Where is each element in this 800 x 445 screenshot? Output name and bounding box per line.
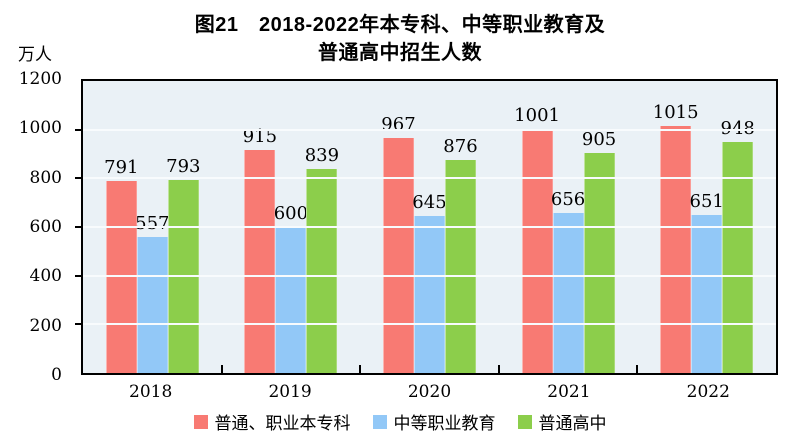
x-axis-tick-1	[220, 365, 223, 373]
bar-value-label: 1001	[514, 105, 560, 127]
y-tick-label-800: 800	[29, 167, 62, 188]
bar-普通高中-2020: 876	[443, 136, 478, 373]
y-axis-tick-1000	[75, 128, 83, 131]
bar-普通、职业本专科-2022: 1015	[653, 102, 699, 373]
bar-value-label: 645	[412, 192, 447, 214]
chart-title-line2: 普通高中招生人数	[318, 42, 482, 64]
x-axis-tick-4	[636, 365, 639, 373]
x-axis-tick-2	[359, 365, 362, 373]
y-tick-label-1200: 1200	[18, 69, 62, 89]
legend-swatch-green	[517, 414, 532, 429]
gridline-600	[83, 226, 776, 228]
bar-value-label: 876	[443, 135, 478, 157]
x-axis-tick-3	[497, 365, 500, 373]
bar-value-label: 1015	[652, 102, 699, 124]
bar-普通、职业本专科-2020: 967	[381, 114, 416, 373]
bar-value-label: 557	[135, 213, 170, 235]
bar-value-label: 600	[273, 203, 309, 224]
gridline-200	[83, 323, 776, 326]
y-axis-tick-800	[75, 177, 83, 180]
bar-value-label: 839	[304, 144, 340, 166]
gridline-400	[83, 274, 776, 277]
bar-中等职业教育-2018: 557	[135, 213, 169, 373]
y-axis-tick-400	[75, 274, 83, 277]
legend-item-benzhuanke: 普通、职业本专科	[193, 409, 351, 434]
bar-中等职业教育-2022: 651	[689, 191, 724, 373]
y-tick-label-1000: 1000	[18, 118, 62, 139]
bar-普通、职业本专科-2019: 915	[243, 126, 277, 373]
legend-swatch-red	[193, 414, 208, 429]
bar-value-label: 791	[104, 156, 139, 178]
bar-group-2019: 915 600 839	[222, 81, 361, 373]
legend-swatch-blue	[372, 414, 387, 429]
y-axis-tick-600	[75, 226, 83, 228]
y-tick-label-600: 600	[29, 217, 62, 237]
y-tick-label-400: 400	[29, 266, 62, 287]
y-axis-tick-labels: 0 200 400 600 800 1000 1200	[0, 69, 72, 385]
bar-value-label: 656	[550, 189, 586, 211]
bar-普通、职业本专科-2018: 791	[104, 157, 138, 373]
bar-中等职业教育-2020: 645	[412, 192, 447, 373]
bar-value-label: 915	[242, 126, 278, 148]
legend-label: 中等职业教育	[393, 414, 496, 433]
legend-label: 普通、职业本专科	[214, 414, 351, 433]
x-tick-label-2020: 2020	[407, 382, 452, 402]
bar-普通高中-2022: 948	[720, 118, 755, 373]
bar-中等职业教育-2019: 600	[274, 203, 308, 373]
legend: 普通、职业本专科 中等职业教育 普通高中	[0, 409, 800, 434]
x-tick-label-2018: 2018	[129, 382, 173, 402]
bar-group-2021: 1001 656 905	[499, 81, 638, 373]
x-tick-label-2022: 2022	[686, 382, 730, 402]
bar-中等职业教育-2021: 656	[551, 189, 585, 373]
bar-普通高中-2021: 905	[582, 129, 616, 373]
plot-area: 791 557 793 915 600 839 967 645 876 1001 656 905 101…	[75, 79, 778, 375]
bar-value-label: 905	[581, 128, 617, 150]
x-axis-tick-labels: 2018 2019 2020 2021 2022	[81, 382, 778, 404]
bar-group-2022: 1015 651 948	[637, 81, 776, 373]
legend-item-gaozhong: 普通高中	[517, 409, 607, 434]
legend-label: 普通高中	[538, 414, 607, 433]
y-axis-unit-label: 万人	[18, 45, 52, 64]
y-axis-tick-200	[75, 323, 83, 326]
gridline-1000	[83, 128, 776, 131]
bar-普通高中-2019: 839	[305, 145, 339, 373]
bar-value-label: 651	[689, 190, 724, 212]
y-tick-label-200: 200	[29, 315, 62, 336]
bar-group-2020: 967 645 876	[360, 81, 499, 373]
y-tick-label-0: 0	[51, 365, 62, 385]
bar-普通、职业本专科-2021: 1001	[514, 105, 560, 373]
x-tick-label-2021: 2021	[547, 382, 591, 402]
x-tick-label-2019: 2019	[268, 382, 312, 402]
gridline-800	[83, 177, 776, 180]
bar-value-label: 967	[381, 113, 416, 135]
legend-item-zhongzhi: 中等职业教育	[372, 409, 496, 434]
chart-title-line1: 图21 2018-2022年本专科、中等职业教育及	[194, 14, 606, 36]
bar-value-label: 793	[166, 156, 201, 178]
